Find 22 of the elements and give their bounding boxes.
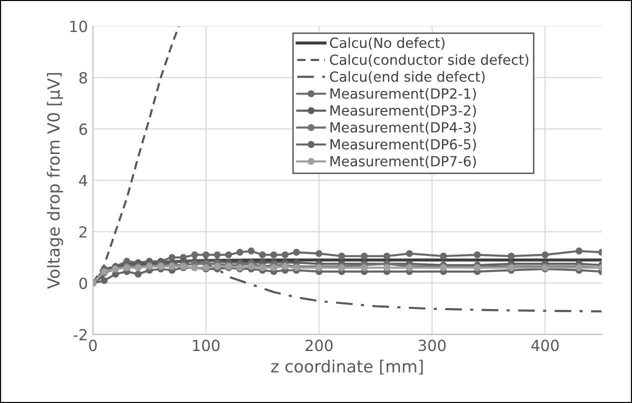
x-tick-label: 300 (418, 340, 446, 352)
legend-label: Measurement(DP7-6) (330, 156, 476, 168)
y-tick-label: 10 (70, 20, 88, 32)
x-tick-label: 100 (193, 340, 220, 352)
y-axis-title: Voltage drop from V0 [µV] (46, 73, 64, 289)
x-tick-label: 200 (306, 340, 333, 352)
y-tick-label: -2 (74, 328, 87, 340)
legend-label: Measurement(DP4-3) (330, 122, 476, 134)
legend-label: Measurement(DP2-1) (330, 88, 476, 100)
y-tick-label: 4 (79, 175, 88, 186)
y-tick-label: 0 (79, 278, 88, 290)
legend-label: Measurement(DP3-2) (330, 104, 476, 118)
legend-label: Calcu(conductor side defect) (330, 54, 528, 67)
x-tick-label: 400 (531, 340, 559, 352)
legend-label: Calcu(No defect) (330, 37, 444, 50)
y-tick-label: 2 (79, 226, 87, 238)
x-tick-label: 0 (89, 340, 97, 352)
legend-label: Measurement(DP6-5) (330, 138, 476, 152)
legend-label: Calcu(end side defect) (330, 71, 485, 84)
x-axis-title: z coordinate [mm] (271, 360, 423, 375)
y-tick-label: 8 (79, 72, 87, 84)
y-tick-label: 6 (79, 123, 88, 135)
